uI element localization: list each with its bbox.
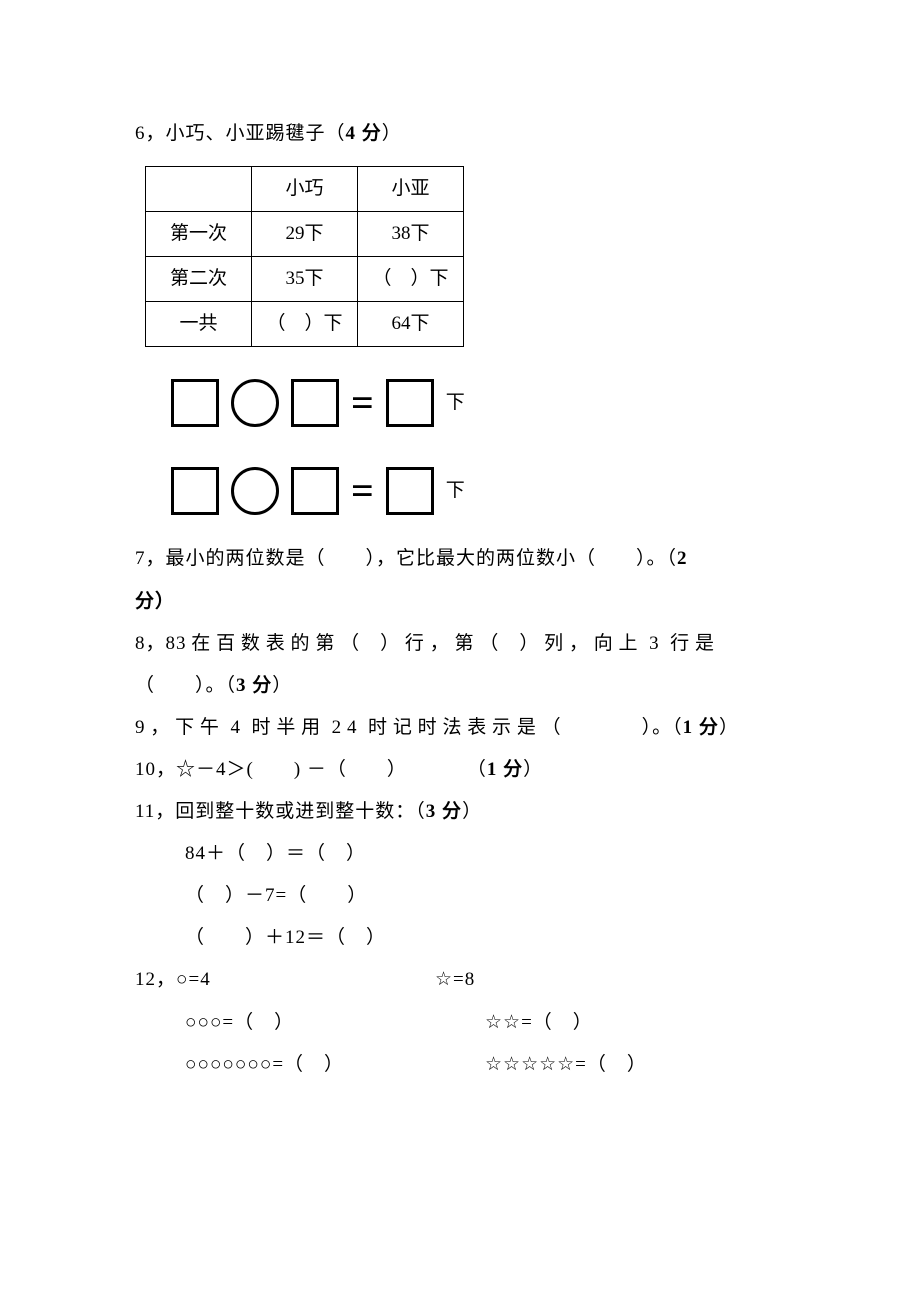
q11-eq2: （ ）－7=（ ） [135,878,800,914]
equals-sign: = [351,453,374,529]
blank-square [291,379,339,427]
q8-line2b: ） [272,675,292,696]
equation-row-2: = 下 [165,453,800,529]
q8-line2a: （ ）。（ [135,675,236,696]
cell: 64下 [358,302,464,347]
question-10: 10，☆－4＞( ) －（ ） （1 分） [135,752,800,788]
q12-title-left: 12，○=4 [135,962,435,998]
table-row: 一共 （ ）下 64下 [146,302,464,347]
equals-sign: = [351,365,374,441]
q11-points: 3 分 [426,801,462,822]
q6-close: ） [382,123,402,144]
q12-r1: ☆☆=（ ） [485,1005,593,1041]
question-12: 12，○=4 ☆=8 [135,962,800,998]
q9-points: 1 分 [683,717,719,738]
q12-l2: ○○○○○○○=（ ） [185,1047,485,1083]
cell: 小巧 [252,167,358,212]
q9-text-a: 9 ， 下 午 4 时 半 用 2 4 时 记 时 法 表 示 是 （ ）。（ [135,717,683,738]
cell: 38下 [358,212,464,257]
q6-label: 6，小巧、小亚踢毽子（ [135,123,346,144]
cell: 一共 [146,302,252,347]
table-row: 第一次 29下 38下 [146,212,464,257]
blank-square [386,467,434,515]
cell: 第二次 [146,257,252,302]
suffix-text: 下 [446,385,465,421]
q10-text-b: ） [523,759,543,780]
q11-eq3: （ ）＋12＝（ ） [135,920,800,956]
blank-square [171,467,219,515]
blank-circle [231,467,279,515]
question-11: 11，回到整十数或进到整十数：（3 分） [135,794,800,830]
q12-l1: ○○○=（ ） [185,1005,485,1041]
q12-row2: ○○○○○○○=（ ） ☆☆☆☆☆=（ ） [135,1047,800,1083]
question-7: 7，最小的两位数是（ ），它比最大的两位数小（ ）。（2 [135,541,800,577]
question-8-cont: （ ）。（3 分） [135,668,800,704]
cell: 35下 [252,257,358,302]
question-8: 8，83 在 百 数 表 的 第 （ ） 行 ， 第 （ ） 列 ， 向 上 3… [135,626,800,662]
cell: （ ）下 [358,257,464,302]
cell: 29下 [252,212,358,257]
equation-row-1: = 下 [165,365,800,441]
q12-r2: ☆☆☆☆☆=（ ） [485,1047,647,1083]
suffix-text: 下 [446,473,465,509]
blank-square [171,379,219,427]
blank-square [291,467,339,515]
q11-title-a: 11，回到整十数或进到整十数：（ [135,801,426,822]
q6-table: 小巧 小亚 第一次 29下 38下 第二次 35下 （ ）下 一共 （ ）下 6… [145,166,464,347]
q12-row1: ○○○=（ ） ☆☆=（ ） [135,1005,800,1041]
question-6: 6，小巧、小亚踢毽子（4 分） [135,116,800,152]
q11-eq1: 84＋（ ）＝（ ） [135,836,800,872]
blank-square [386,379,434,427]
q8-line1: 8，83 在 百 数 表 的 第 （ ） 行 ， 第 （ ） 列 ， 向 上 3… [135,633,715,654]
q8-points: 3 分 [236,675,272,696]
q6-points: 4 分 [346,123,382,144]
q7-points: 2 [677,548,688,569]
q10-points: 1 分 [487,759,523,780]
blank-circle [231,379,279,427]
question-7-cont: 分） [135,584,800,620]
cell: 小亚 [358,167,464,212]
table-row: 第二次 35下 （ ）下 [146,257,464,302]
cell: 第一次 [146,212,252,257]
q9-text-b: ） [719,717,739,738]
q11-title-b: ） [462,801,482,822]
q7-text-b: 分） [135,591,175,612]
q12-title-right: ☆=8 [435,962,475,998]
q7-text-a: 7，最小的两位数是（ ），它比最大的两位数小（ ）。（ [135,548,677,569]
q10-text-a: 10，☆－4＞( ) －（ ） （ [135,759,487,780]
question-9: 9 ， 下 午 4 时 半 用 2 4 时 记 时 法 表 示 是 （ ）。（1… [135,710,800,746]
cell: （ ）下 [252,302,358,347]
cell [146,167,252,212]
table-row: 小巧 小亚 [146,167,464,212]
